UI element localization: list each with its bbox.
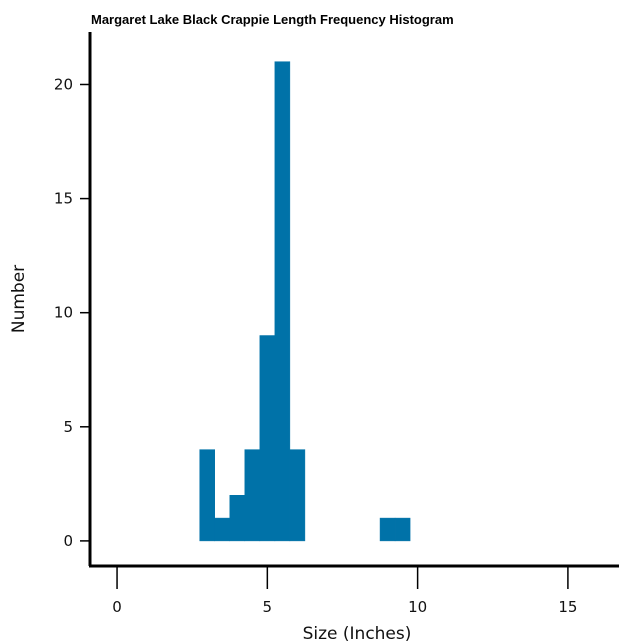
histogram-bar — [214, 517, 231, 542]
histogram-bar — [259, 335, 276, 542]
histogram-bar — [394, 517, 411, 542]
y-tick-label: 15 — [54, 190, 73, 208]
x-tick-label: 15 — [558, 598, 577, 616]
histogram-bar — [379, 517, 396, 542]
x-tick-label: 5 — [263, 598, 273, 616]
y-tick-label: 10 — [54, 304, 73, 322]
y-tick-label: 5 — [63, 418, 73, 436]
x-tick-label: 10 — [408, 598, 427, 616]
y-axis: 0 5 10 15 20 — [54, 75, 90, 550]
histogram-bar — [244, 449, 261, 542]
chart-title: Margaret Lake Black Crappie Length Frequ… — [91, 12, 454, 27]
x-tick-label: 0 — [112, 598, 122, 616]
y-tick-label: 0 — [63, 532, 73, 550]
histogram-bar — [274, 61, 291, 542]
y-axis-label: Number — [9, 265, 29, 333]
histogram-bars — [199, 61, 411, 542]
histogram-bar — [289, 449, 306, 542]
histogram-bar — [229, 495, 246, 542]
x-axis: 0 5 10 15 — [112, 566, 577, 616]
x-axis-label: Size (Inches) — [303, 624, 412, 643]
y-tick-label: 20 — [54, 75, 73, 93]
histogram-bar — [199, 449, 215, 542]
